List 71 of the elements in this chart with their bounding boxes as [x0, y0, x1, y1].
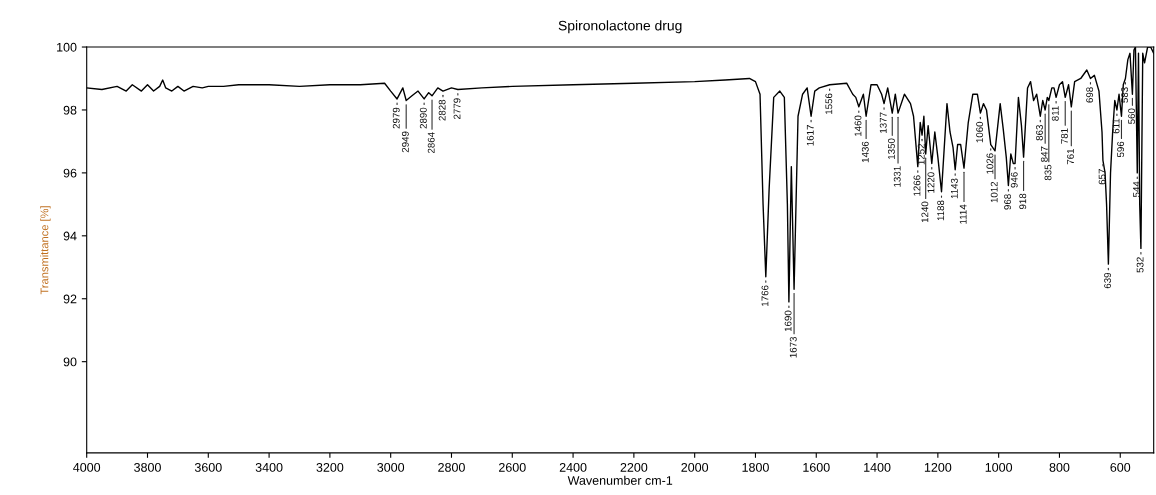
x-tick-label: 1600 — [803, 462, 830, 472]
annotation: 863 — [1036, 125, 1043, 141]
annotation: 811 — [1051, 106, 1059, 121]
annotation: 1377 — [879, 112, 887, 133]
annotation: 544 — [1133, 181, 1140, 198]
annotation: 1240 — [921, 201, 929, 223]
annotation: 1690 — [784, 310, 792, 332]
annotation: 2779 — [453, 98, 461, 119]
x-tick-label: 3800 — [134, 462, 161, 472]
chart-title: Spironolactone drug — [558, 20, 682, 34]
annotation: 2890 — [419, 107, 427, 129]
annotation: 761 — [1067, 148, 1074, 165]
y-axis-title: Transmittance [%] — [40, 206, 51, 295]
x-tick-label: 2400 — [559, 462, 587, 472]
annotation: 968 — [1004, 194, 1011, 210]
annotation: 657 — [1098, 169, 1106, 185]
annotation: 835 — [1044, 164, 1052, 181]
x-tick-label: 2200 — [620, 462, 648, 472]
annotation: 1252 — [917, 143, 925, 165]
annotation: 1436 — [861, 141, 869, 163]
annotation: 1220 — [927, 172, 935, 193]
y-tick-label: 98 — [63, 105, 77, 115]
annotation: 2979 — [392, 107, 400, 129]
x-tick-label: 4000 — [73, 462, 101, 472]
annotation: 583 — [1121, 87, 1129, 103]
annotation: 698 — [1086, 87, 1094, 103]
y-tick-label: 90 — [63, 357, 77, 367]
x-tick-label: 3400 — [255, 462, 283, 472]
x-tick-label: 2600 — [499, 462, 526, 472]
x-tick-label: 1200 — [924, 462, 952, 472]
x-tick-label: 2800 — [438, 462, 465, 472]
annotation: 532 — [1136, 257, 1144, 273]
y-tick-label: 96 — [63, 168, 77, 178]
annotation: 611 — [1112, 118, 1120, 134]
y-tick-label: 100 — [57, 42, 77, 52]
annotation: 1350 — [887, 138, 895, 159]
annotation: 1556 — [825, 93, 833, 114]
x-tick-label: 600 — [1110, 462, 1131, 472]
annotation: 1460 — [854, 115, 862, 137]
annotation: 639 — [1104, 272, 1111, 289]
annotation: 781 — [1060, 128, 1068, 144]
x-axis-title: Wavenumber cm-1 — [567, 475, 673, 485]
annotation: 1188 — [937, 200, 945, 221]
x-tick-label: 1000 — [985, 462, 1013, 472]
annotation: 1766 — [761, 285, 769, 306]
y-tick-label: 92 — [63, 294, 77, 304]
annotation: 946 — [1010, 172, 1018, 188]
annotation: 560 — [1128, 108, 1136, 124]
x-tick-label: 3000 — [377, 462, 405, 472]
y-tick-label: 94 — [63, 231, 77, 241]
annotation: 1012 — [990, 181, 998, 203]
annotation: 1060 — [976, 121, 984, 143]
annotation: 1143 — [950, 178, 958, 199]
x-tick-label: 800 — [1049, 462, 1070, 472]
x-tick-label: 3600 — [194, 462, 222, 472]
annotation: 1617 — [806, 125, 814, 146]
annotation: 847 — [1040, 146, 1048, 162]
x-tick-label: 1400 — [864, 462, 891, 472]
x-tick-label: 3200 — [316, 462, 344, 472]
annotation: 2949 — [401, 131, 409, 153]
annotation: 1266 — [913, 175, 921, 196]
x-tick-label: 1800 — [742, 462, 769, 472]
annotation: 1026 — [986, 153, 994, 174]
annotation: 2864 — [427, 132, 435, 154]
annotation: 2828 — [438, 99, 446, 121]
annotation: 918 — [1019, 193, 1027, 210]
x-tick-label: 2000 — [681, 462, 709, 472]
annotation: 1331 — [893, 166, 901, 187]
annotation: 1673 — [789, 336, 797, 358]
annotation: 596 — [1117, 141, 1125, 158]
annotation: 1114 — [959, 204, 967, 224]
